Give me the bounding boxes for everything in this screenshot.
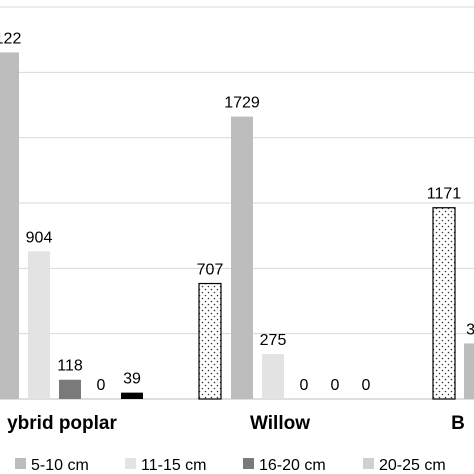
data-label: 904 <box>26 229 53 246</box>
data-label: 39 <box>123 371 141 388</box>
legend-swatch <box>15 458 26 469</box>
bar <box>0 52 19 399</box>
data-label: 118 <box>57 358 83 375</box>
bar <box>262 354 284 399</box>
category-label: B <box>451 413 465 434</box>
data-label: 0 <box>331 377 340 394</box>
legend-swatch <box>363 458 374 469</box>
bar <box>59 379 81 399</box>
bar <box>28 251 50 399</box>
legend-label: 20-25 cm <box>379 457 446 474</box>
data-label: 707 <box>197 262 224 279</box>
category-label: Willow <box>250 413 310 434</box>
bars <box>0 52 474 400</box>
legend-swatch <box>243 458 254 469</box>
legend: 5-10 cm 11-15 cm 16-20 cm 20-25 cm <box>15 457 446 474</box>
legend-label: 5-10 cm <box>31 457 89 474</box>
category-label: ybrid poplar <box>7 413 117 434</box>
data-label: 275 <box>260 332 287 349</box>
bar <box>231 116 253 399</box>
bar <box>464 343 474 399</box>
data-label: 122 <box>0 30 21 47</box>
category-labels: ybrid poplar Willow B <box>7 413 465 434</box>
data-label: 0 <box>97 377 106 394</box>
data-label: 0 <box>300 377 309 394</box>
data-label: 1729 <box>224 95 260 112</box>
data-label: 0 <box>362 377 371 394</box>
legend-label: 11-15 cm <box>141 457 207 474</box>
bar <box>198 282 222 400</box>
legend-swatch <box>125 458 136 469</box>
data-label: 34 <box>466 321 474 338</box>
data-label: 1171 <box>427 186 462 203</box>
legend-label: 16-20 cm <box>259 457 326 474</box>
data-labels: 122 904 118 0 39 707 1729 275 0 0 0 1171 34 <box>0 30 474 394</box>
bar <box>432 207 456 400</box>
bar <box>121 392 143 399</box>
